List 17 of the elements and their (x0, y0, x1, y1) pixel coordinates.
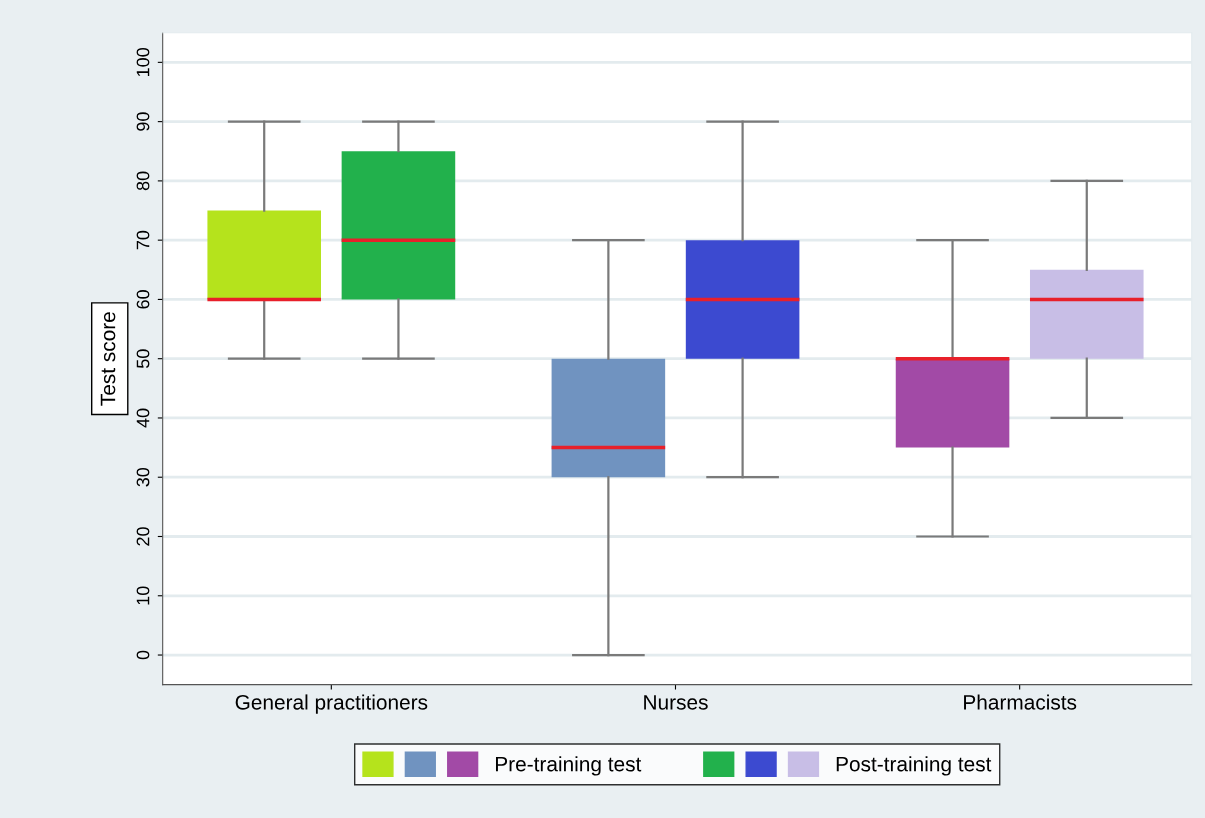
y-tick-label: 80 (136, 171, 150, 191)
y-tick-label: 50 (136, 349, 150, 369)
y-tick-label: 70 (136, 230, 150, 250)
y-tick-label: 40 (136, 408, 150, 428)
y-axis-title: Test score (100, 312, 116, 406)
y-tick-label: 60 (136, 290, 150, 309)
y-tick-label: 0 (136, 650, 150, 660)
legend-label: Pre-training test (495, 756, 642, 776)
y-tick-label: 100 (136, 48, 150, 77)
y-tick-label: 10 (136, 586, 150, 605)
x-tick-label: Nurses (644, 695, 708, 710)
legend-label: Post-training test (836, 756, 992, 776)
y-tick-label: 20 (136, 527, 150, 546)
y-tick-label: 90 (136, 112, 150, 131)
x-tick-label: General practitioners (235, 694, 428, 714)
x-tick-label: Pharmacists (964, 694, 1077, 710)
y-tick-label: 30 (136, 467, 150, 487)
